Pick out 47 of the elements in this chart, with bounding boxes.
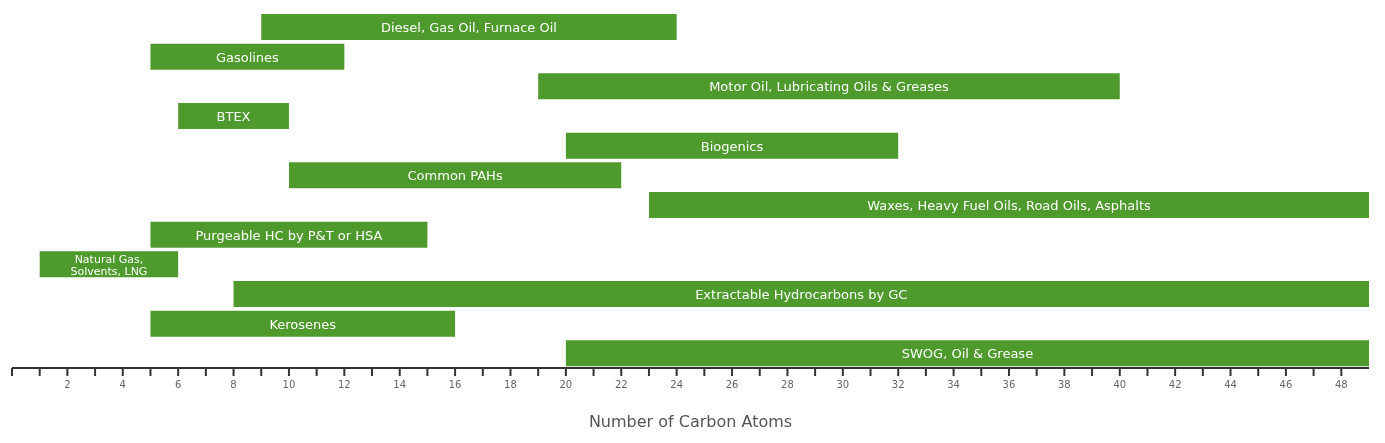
x-tick-label: 38 — [1058, 379, 1071, 390]
x-tick-label: 14 — [393, 379, 407, 390]
y-tick-label: Natural Gas, Solvents, LNG — [70, 253, 148, 279]
y-tick-label: Waxes, Heavy Fuel Oils, Road Oils, Asphalts — [867, 198, 1152, 213]
x-tick-label: 26 — [725, 379, 739, 390]
x-tick-label: 18 — [504, 379, 517, 390]
x-tick-label: 24 — [670, 379, 684, 390]
x-tick-label: 10 — [282, 379, 296, 390]
bar — [565, 340, 1369, 367]
x-tick-label: 34 — [947, 379, 960, 390]
x-tick-label: 6 — [174, 379, 182, 390]
y-tick-label: Purgeable HC by P&T or HSA — [195, 227, 383, 243]
bar — [648, 192, 1369, 218]
x-tick-label: 40 — [1113, 379, 1127, 390]
y-tick-label: SWOG, Oil & Grease — [901, 346, 1034, 362]
x-tick-label: 44 — [1224, 379, 1237, 390]
x-tick-label: 2 — [64, 379, 71, 390]
x-axis-title: Number of Carbon Atoms — [588, 412, 793, 431]
bar — [150, 310, 456, 337]
y-tick-label: Common PAHs — [407, 168, 503, 184]
x-tick-label: 28 — [781, 379, 794, 390]
y-tick-label: Extractable Hydrocarbons by GC — [695, 287, 908, 302]
x-tick-label: 4 — [119, 379, 126, 390]
x-tick-label: 20 — [559, 379, 573, 390]
x-tick-label: 22 — [614, 379, 628, 390]
y-tick-label: Kerosenes — [269, 316, 337, 332]
y-tick-label: Motor Oil, Lubricating Oils & Greases — [709, 79, 949, 95]
x-tick-label: 42 — [1168, 379, 1182, 390]
y-tick-label: Diesel, Gas Oil, Furnace Oil — [380, 20, 557, 35]
y-tick-label: Gasolines — [215, 49, 280, 65]
bar — [150, 43, 345, 70]
y-tick-label: Biogenics — [700, 138, 764, 154]
bar — [565, 132, 899, 159]
bar — [261, 14, 677, 40]
y-tick-label: BTEX — [216, 109, 251, 124]
x-tick-label: 48 — [1334, 379, 1348, 390]
x-tick-label: 12 — [337, 379, 351, 390]
x-tick-label: 36 — [1002, 379, 1016, 390]
x-tick-label: 30 — [836, 379, 850, 390]
bar — [538, 73, 1120, 100]
x-tick-label: 16 — [448, 379, 462, 390]
x-tick-label: 32 — [891, 379, 905, 390]
bar — [233, 281, 1369, 307]
bar — [288, 162, 622, 189]
x-tick-label: 46 — [1279, 379, 1293, 390]
bar — [178, 103, 289, 129]
x-tick-label: 8 — [230, 379, 237, 390]
